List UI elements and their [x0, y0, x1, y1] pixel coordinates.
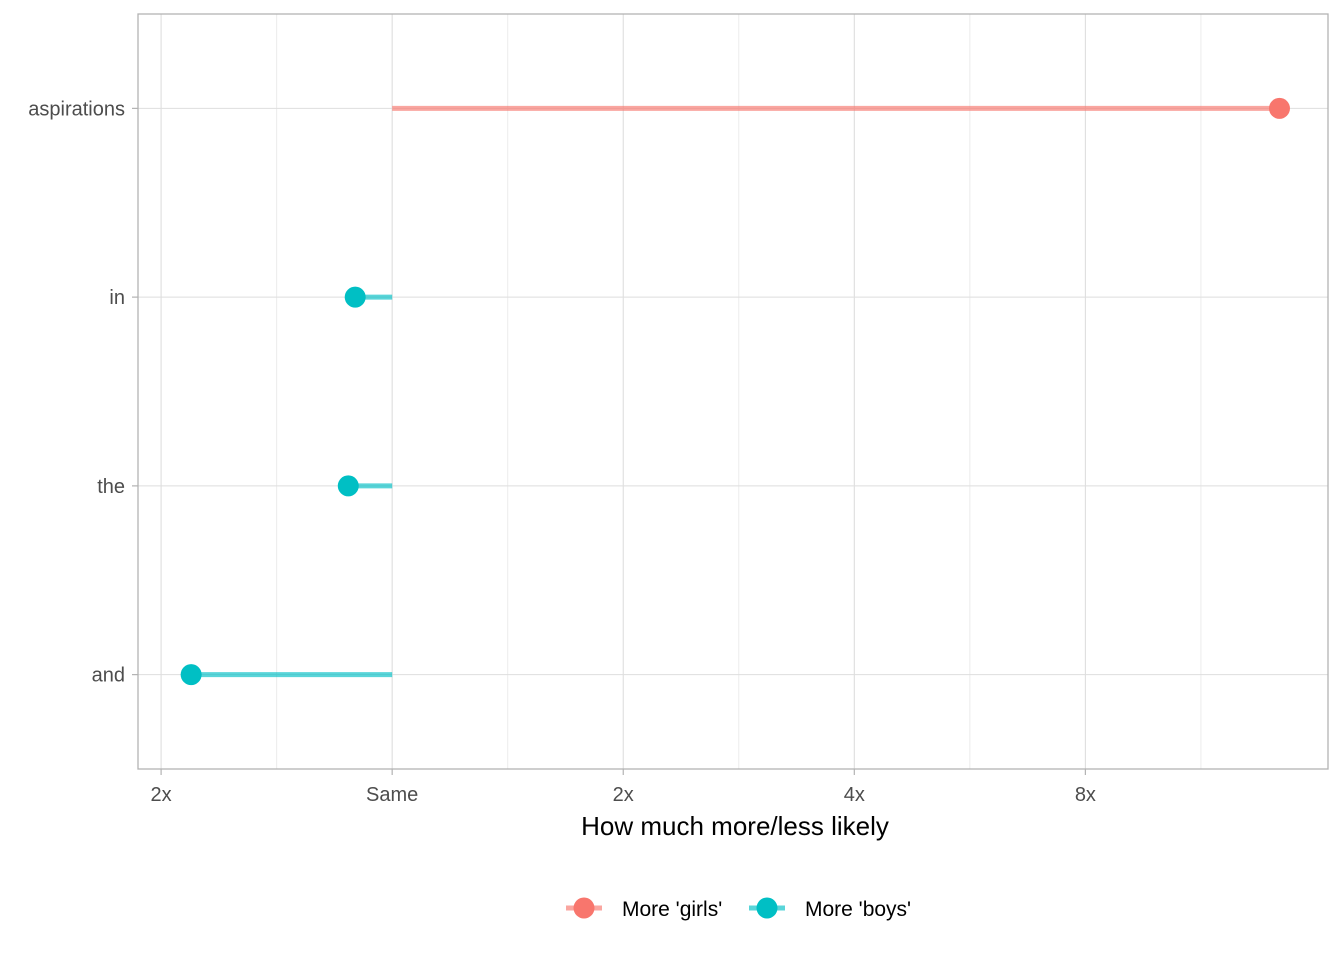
lollipop-point	[180, 664, 202, 686]
panel-border	[137, 13, 1329, 770]
lollipop-point	[1268, 97, 1290, 119]
legend-key-point	[756, 897, 778, 919]
legend-label: More 'girls'	[622, 898, 722, 921]
x-tick-label: 8x	[1075, 784, 1096, 806]
y-tick-label: and	[92, 665, 125, 687]
grid-lines	[138, 14, 1328, 769]
lollipop-point	[337, 475, 359, 497]
lollipop-point	[344, 286, 366, 308]
x-tick-label: 4x	[844, 784, 865, 806]
x-axis-title: How much more/less likely	[581, 811, 889, 841]
legend-item: More 'boys'	[749, 897, 911, 921]
legend: More 'girls' More 'boys'	[566, 897, 911, 921]
legend-label: More 'boys'	[805, 898, 911, 921]
y-tick-label: aspirations	[28, 98, 125, 120]
y-tick-label: in	[109, 287, 125, 309]
y-tick-label: the	[97, 476, 125, 498]
legend-key-point	[573, 897, 595, 919]
legend-item: More 'girls'	[566, 897, 722, 921]
chart-marks	[180, 97, 1290, 686]
axes: 2x Same 2x 4x 8x aspirations in the and	[28, 98, 1096, 806]
x-tick-label: 2x	[151, 784, 172, 806]
x-tick-label: 2x	[613, 784, 634, 806]
x-tick-label: Same	[366, 784, 418, 806]
